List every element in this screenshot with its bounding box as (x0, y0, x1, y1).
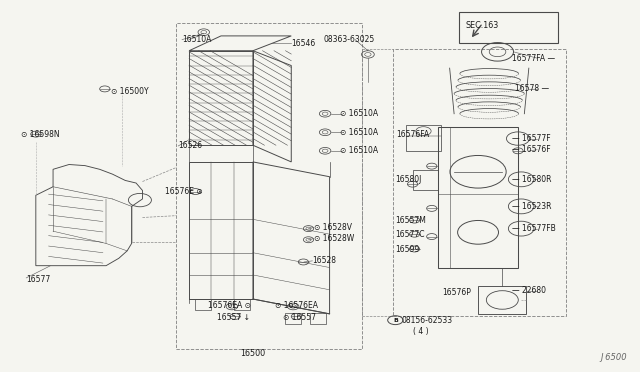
Text: ⊙ 16598N: ⊙ 16598N (21, 130, 60, 140)
Text: 16576FA: 16576FA (397, 129, 429, 139)
Text: ⊙ 16528W: ⊙ 16528W (314, 234, 354, 243)
Text: 16546: 16546 (291, 39, 316, 48)
Bar (406, 125, 442, 151)
Text: 16599: 16599 (396, 244, 420, 253)
Text: 16580J: 16580J (396, 175, 422, 184)
Text: ⊙ 16528V: ⊙ 16528V (314, 223, 351, 232)
Text: ⊙ 16557: ⊙ 16557 (283, 313, 316, 322)
Text: ⊙ 16510A: ⊙ 16510A (340, 146, 379, 155)
Text: — 22680: — 22680 (511, 286, 545, 295)
Text: 08156-62533: 08156-62533 (402, 316, 453, 325)
Text: ⊙ 16576EA: ⊙ 16576EA (275, 301, 318, 310)
Text: ⊙ 16500Y: ⊙ 16500Y (111, 87, 148, 96)
Bar (460, 12, 558, 43)
Text: SEC.163: SEC.163 (466, 22, 499, 31)
Bar (195, 299, 211, 310)
Bar (310, 313, 326, 324)
Text: 16577: 16577 (26, 275, 51, 284)
Text: ⊙ 16510A: ⊙ 16510A (340, 128, 379, 137)
Text: J 6500: J 6500 (600, 353, 627, 362)
Text: — 16577F: — 16577F (511, 134, 550, 143)
Text: 16577C: 16577C (396, 230, 425, 240)
Bar (394, 49, 566, 316)
Text: 16526: 16526 (178, 141, 202, 151)
Text: 16500: 16500 (241, 349, 266, 358)
Text: — 16580R: — 16580R (511, 175, 551, 184)
Bar (478, 286, 526, 314)
Text: 08363-63025: 08363-63025 (323, 35, 374, 44)
Text: B: B (393, 318, 398, 323)
Text: 16510A: 16510A (182, 35, 212, 44)
Text: 16557 ↓: 16557 ↓ (216, 313, 250, 322)
Text: 16576EA ⊙: 16576EA ⊙ (208, 301, 252, 310)
Text: 16577FA —: 16577FA — (511, 54, 555, 62)
Text: 16528: 16528 (312, 256, 337, 265)
Bar (176, 23, 362, 349)
Text: 16557M: 16557M (396, 216, 426, 225)
Text: — 16576F: — 16576F (511, 145, 550, 154)
Bar (413, 170, 438, 190)
Text: 16576P: 16576P (443, 288, 472, 297)
Text: ⊙ 16510A: ⊙ 16510A (340, 109, 379, 118)
Text: 16576E ⊙: 16576E ⊙ (166, 187, 204, 196)
Text: — 16577FB: — 16577FB (511, 224, 556, 233)
Text: — 16523R: — 16523R (511, 202, 551, 211)
Bar (234, 299, 250, 310)
Bar (438, 127, 518, 267)
Bar (285, 313, 301, 324)
Text: 16578 —: 16578 — (515, 84, 550, 93)
Text: ( 4 ): ( 4 ) (413, 327, 428, 336)
